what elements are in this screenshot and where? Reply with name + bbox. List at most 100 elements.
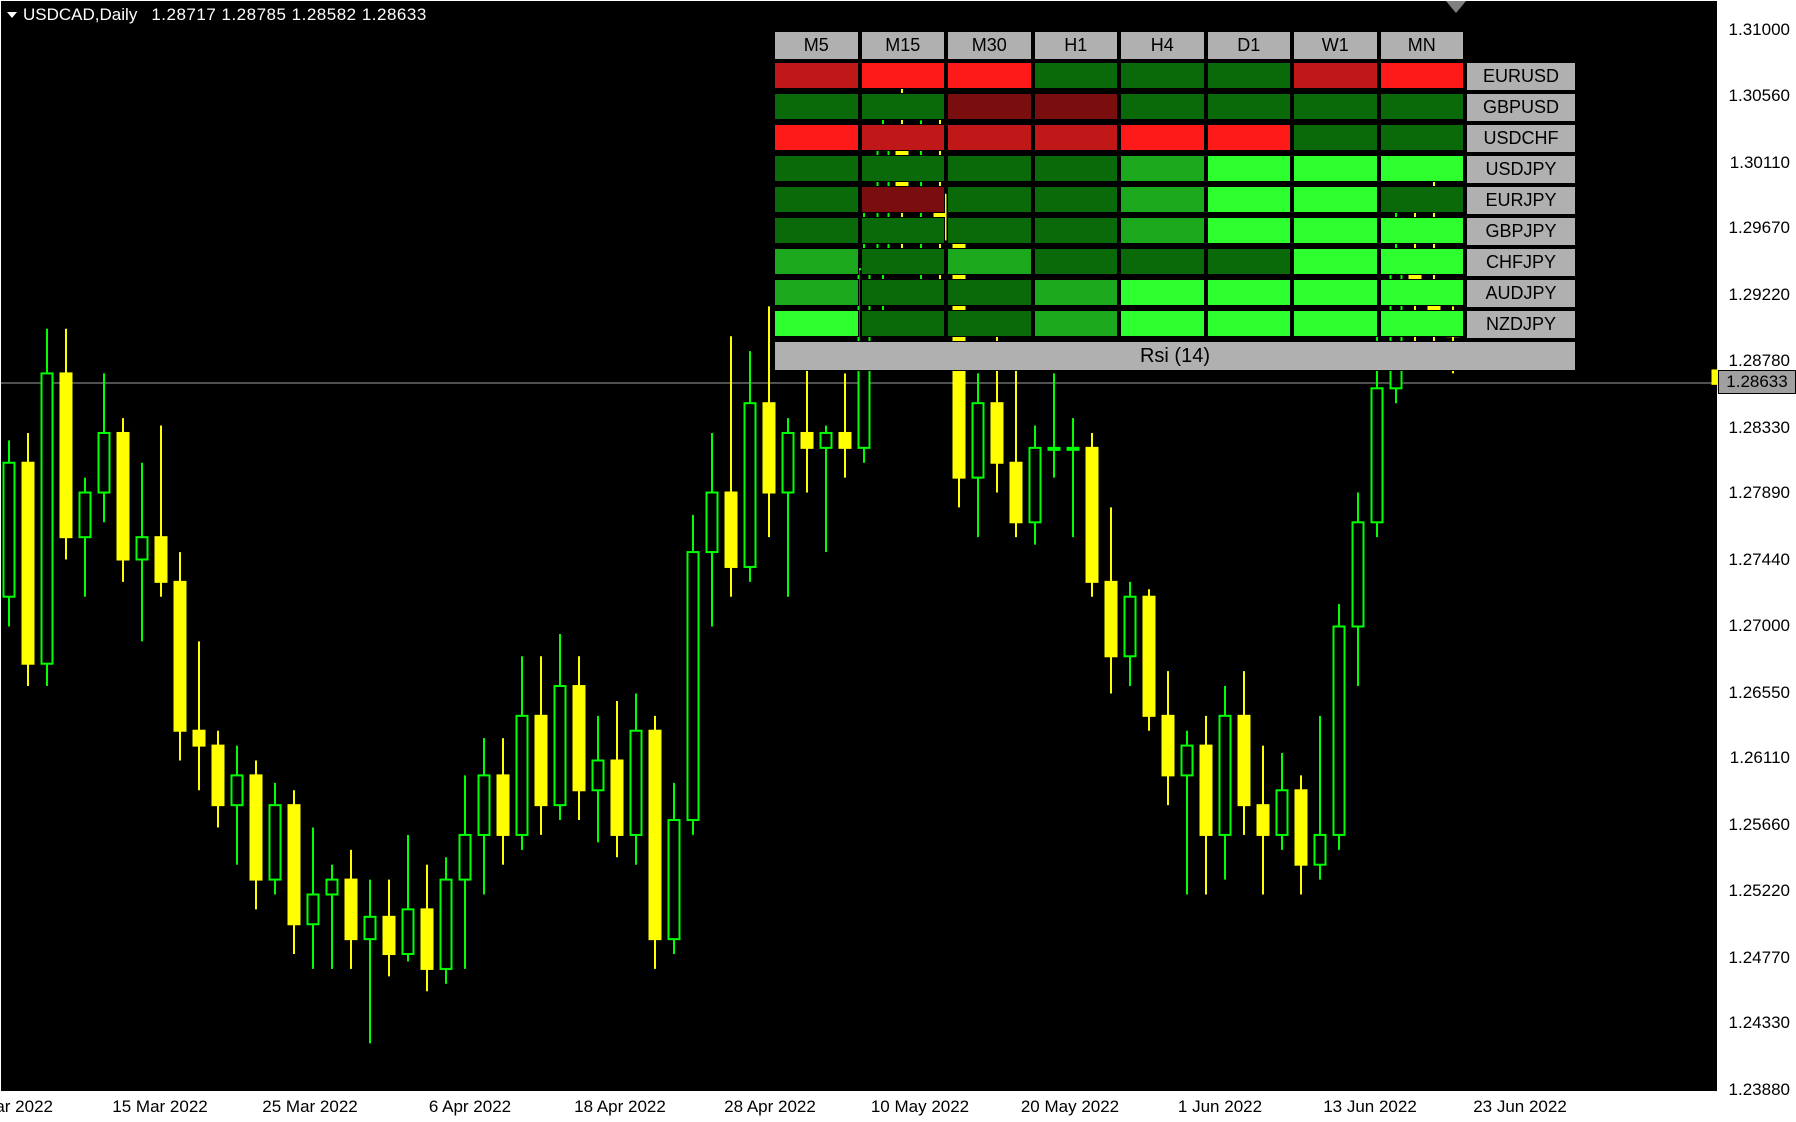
heatmap-cell	[1380, 310, 1465, 337]
heatmap-cell	[1120, 186, 1205, 213]
heatmap-symbol[interactable]: GBPUSD	[1466, 93, 1576, 122]
heatmap-cell	[861, 279, 946, 306]
heatmap-cell	[1207, 279, 1292, 306]
ytick-label: 1.27440	[1729, 550, 1790, 570]
heatmap-cell	[1034, 124, 1119, 151]
heatmap-cell	[1120, 62, 1205, 89]
heatmap-cell	[861, 62, 946, 89]
heatmap-symbol[interactable]: USDJPY	[1466, 155, 1576, 184]
heatmap-cell	[1207, 93, 1292, 120]
heatmap-cell	[1380, 279, 1465, 306]
ytick-label: 1.23880	[1729, 1080, 1790, 1100]
heatmap-timeframe[interactable]: H4	[1120, 31, 1205, 60]
ytick-label: 1.30110	[1730, 153, 1790, 173]
ohlc-values: 1.28717 1.28785 1.28582 1.28633	[151, 5, 426, 25]
heatmap-symbol[interactable]: NZDJPY	[1466, 310, 1576, 339]
heatmap-timeframe[interactable]: M15	[861, 31, 946, 60]
heatmap-cell	[861, 217, 946, 244]
heatmap-cell	[1207, 62, 1292, 89]
ytick-label: 1.28780	[1729, 351, 1790, 371]
heatmap-symbol[interactable]: EURJPY	[1466, 186, 1576, 215]
ytick-label: 1.30560	[1729, 86, 1790, 106]
heatmap-timeframe[interactable]: W1	[1293, 31, 1378, 60]
xtick-label: 13 Jun 2022	[1323, 1097, 1417, 1117]
ytick-label: 1.26550	[1729, 683, 1790, 703]
heatmap-cell	[774, 124, 859, 151]
ytick-label: 1.29670	[1729, 218, 1790, 238]
heatmap-cell	[1293, 155, 1378, 182]
heatmap-timeframe[interactable]: D1	[1207, 31, 1292, 60]
heatmap-symbol[interactable]: GBPJPY	[1466, 217, 1576, 246]
heatmap-cell	[1034, 155, 1119, 182]
heatmap-cell	[947, 93, 1032, 120]
heatmap-timeframe[interactable]: MN	[1380, 31, 1465, 60]
heatmap-cell	[1293, 124, 1378, 151]
heatmap-cell	[1380, 124, 1465, 151]
heatmap-cell	[774, 62, 859, 89]
heatmap-cell	[1120, 93, 1205, 120]
ytick-label: 1.26110	[1730, 748, 1790, 768]
heatmap-cell	[1120, 217, 1205, 244]
heatmap-cell	[1207, 310, 1292, 337]
ytick-label: 1.24330	[1729, 1013, 1790, 1033]
heatmap-cell	[1034, 279, 1119, 306]
chart-symbol: USDCAD,Daily	[23, 5, 137, 25]
heatmap-cell	[774, 186, 859, 213]
xtick-label: 1 Jun 2022	[1178, 1097, 1262, 1117]
heatmap-timeframe[interactable]: H1	[1034, 31, 1119, 60]
xtick-label: 25 Mar 2022	[262, 1097, 357, 1117]
heatmap-timeframe[interactable]: M30	[947, 31, 1032, 60]
heatmap-cell	[774, 310, 859, 337]
heatmap-cell	[1120, 279, 1205, 306]
heatmap-cell	[947, 310, 1032, 337]
heatmap-cell	[1207, 186, 1292, 213]
heatmap-cell	[1380, 62, 1465, 89]
heatmap-cell	[1207, 155, 1292, 182]
heatmap-cell	[1380, 217, 1465, 244]
ytick-label: 1.25220	[1729, 881, 1790, 901]
ytick-label: 1.25660	[1729, 815, 1790, 835]
heatmap-cell	[861, 186, 946, 213]
heatmap-symbol[interactable]: EURUSD	[1466, 62, 1576, 91]
ytick-label: 1.28330	[1729, 418, 1790, 438]
dropdown-icon[interactable]	[7, 12, 17, 18]
heatmap-cell	[861, 124, 946, 151]
heatmap-cell	[1293, 186, 1378, 213]
current-price-marker: 1.28633	[1718, 370, 1796, 394]
chart-area[interactable]: USDCAD,Daily 1.28717 1.28785 1.28582 1.2…	[0, 0, 1718, 1121]
heatmap-cell	[774, 248, 859, 275]
heatmap-cell	[1120, 124, 1205, 151]
heatmap-cell	[1034, 62, 1119, 89]
heatmap-cell	[947, 186, 1032, 213]
heatmap-cell	[947, 124, 1032, 151]
heatmap-cell	[861, 155, 946, 182]
heatmap-cell	[947, 62, 1032, 89]
ytick-label: 1.27890	[1729, 483, 1790, 503]
ytick-label: 1.31000	[1729, 20, 1790, 40]
heatmap-cell	[1207, 124, 1292, 151]
heatmap-cell	[1293, 62, 1378, 89]
heatmap-cell	[1120, 310, 1205, 337]
xtick-label: 10 May 2022	[871, 1097, 969, 1117]
price-axis: 1.310001.305601.301101.296701.292201.287…	[1718, 0, 1796, 1121]
heatmap-cell	[861, 93, 946, 120]
ytick-label: 1.27000	[1729, 616, 1790, 636]
heatmap-cell	[947, 279, 1032, 306]
heatmap-timeframe[interactable]: M5	[774, 31, 859, 60]
rsi-heatmap: M5M15M30H1H4D1W1MNEURUSDGBPUSDUSDCHFUSDJ…	[774, 31, 1576, 371]
heatmap-cell	[774, 279, 859, 306]
heatmap-cell	[1034, 93, 1119, 120]
xtick-label: 3 Mar 2022	[0, 1097, 53, 1117]
heatmap-symbol[interactable]: AUDJPY	[1466, 279, 1576, 308]
heatmap-cell	[1293, 248, 1378, 275]
heatmap-cell	[1120, 248, 1205, 275]
heatmap-cell	[1380, 93, 1465, 120]
heatmap-cell	[1034, 310, 1119, 337]
heatmap-cell	[1293, 217, 1378, 244]
heatmap-cell	[1380, 186, 1465, 213]
heatmap-cell	[1120, 155, 1205, 182]
heatmap-cell	[774, 155, 859, 182]
heatmap-symbol[interactable]: USDCHF	[1466, 124, 1576, 153]
xtick-label: 15 Mar 2022	[112, 1097, 207, 1117]
heatmap-symbol[interactable]: CHFJPY	[1466, 248, 1576, 277]
